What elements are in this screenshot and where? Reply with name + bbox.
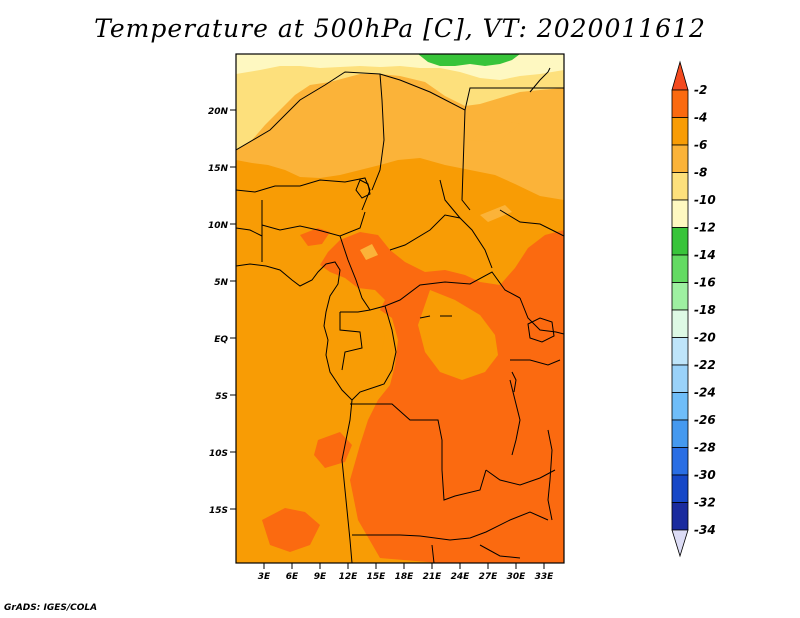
border-sahel [236, 227, 263, 237]
map-title: Temperature at 500hPa [C], VT: 202001161… [94, 14, 706, 43]
border-east [510, 297, 564, 366]
colorbar-label: -2 [694, 83, 707, 97]
coastline-west-africa [236, 261, 353, 563]
lake-chad [355, 179, 371, 199]
colorbar-label: -24 [694, 386, 716, 400]
lon-label-12e: 12E [339, 572, 359, 582]
colorbar-box [671, 254, 689, 283]
lon-labels: 3E 6E 9E 12E 15E 18E 21E 24E 27E 30E 33E [258, 572, 554, 582]
lat-labels: 20N 15N 10N 5N EQ 5S 10S 15S [208, 107, 229, 516]
lon-label-18e: 18E [395, 572, 415, 582]
colorbar-box [671, 227, 689, 256]
border-chad-sudan [464, 87, 564, 111]
colorbar-label: -16 [694, 276, 716, 290]
colorbar-bottom-arrow [671, 529, 689, 558]
colorbar-label: -12 [694, 221, 716, 235]
colorbar-box [671, 117, 689, 146]
region-minus8-streak3 [360, 244, 378, 260]
lat-label-10n: 10N [208, 221, 229, 231]
colorbar-label: -28 [694, 441, 716, 455]
lake-victoria [527, 317, 555, 343]
lon-label-3e: 3E [258, 572, 271, 582]
colorbar-box [671, 144, 689, 173]
lat-label-10s: 10S [209, 449, 228, 459]
border-chad-car [389, 214, 493, 269]
colorbar-label: -34 [694, 523, 716, 537]
border-gabon [339, 312, 363, 371]
colorbar-box [671, 282, 689, 311]
colorbar-box [671, 337, 689, 366]
colorbar [671, 60, 689, 558]
red-sea-coast [529, 67, 551, 93]
border-malawi [547, 429, 553, 521]
colorbar-label: -8 [694, 166, 707, 180]
colorbar-box [671, 364, 689, 393]
region-minus8-streak1 [470, 120, 520, 142]
lat-label-eq: EQ [214, 335, 228, 345]
colorbar-box [671, 172, 689, 201]
colorbar-label: -22 [694, 358, 716, 372]
river-congo [419, 315, 452, 319]
colorbar-label: -26 [694, 413, 716, 427]
lake-kivu [511, 371, 517, 393]
colorbar-label: -30 [694, 468, 716, 482]
colorbar-label: -10 [694, 193, 716, 207]
border-car-drc [369, 271, 521, 311]
border-drc-angola [350, 403, 487, 501]
colorbar-box [671, 474, 689, 503]
temperature-field [236, 54, 564, 563]
lat-label-5n: 5N [214, 278, 228, 288]
region-minus4-southwest [262, 508, 320, 552]
colorbar-box [671, 309, 689, 338]
colorbar-box [671, 419, 689, 448]
lat-label-15s: 15S [209, 506, 228, 516]
lon-label-30e: 30E [507, 572, 527, 582]
border-niger-chad [371, 73, 385, 191]
colorbar-label: -18 [694, 303, 716, 317]
border-cameroon [339, 235, 371, 313]
border-zambia [485, 469, 556, 521]
colorbar-label: -14 [694, 248, 716, 262]
region-minus8-streak2 [480, 205, 512, 222]
lat-label-20n: 20N [208, 107, 229, 117]
lon-ticks [263, 563, 545, 569]
colorbar-box [671, 447, 689, 476]
lat-ticks [230, 109, 236, 510]
colorbar-label: -20 [694, 331, 716, 345]
border-angola-namibia [352, 519, 511, 541]
grads-credit: GrADS: IGES/COLA [4, 603, 98, 613]
lon-label-9e: 9E [314, 572, 327, 582]
lon-label-24e: 24E [451, 572, 471, 582]
colorbar-label: -6 [694, 138, 707, 152]
colorbar-box [671, 89, 689, 118]
lon-label-15e: 15E [367, 572, 387, 582]
colorbar-labels: -2 -4 -6 -8 -10 -12 -14 -16 -18 -20 -22 … [694, 83, 716, 537]
country-borders [236, 67, 564, 563]
colorbar-box [671, 392, 689, 421]
lat-label-5s: 5S [215, 392, 228, 402]
region-minus6-gabon [320, 312, 385, 392]
region-minus6-intrusion [418, 290, 498, 380]
colorbar-label: -4 [694, 111, 707, 125]
map-frame [235, 53, 565, 564]
lon-label-21e: 21E [423, 572, 443, 582]
colorbar-box [671, 502, 689, 531]
lon-label-33e: 33E [535, 572, 555, 582]
border-lake-tanganyika [509, 379, 521, 456]
lon-label-27e: 27E [479, 572, 499, 582]
region-minus4-west [300, 228, 330, 246]
colorbar-box [671, 199, 689, 228]
lat-label-15n: 15N [208, 164, 229, 174]
colorbar-label: -32 [694, 496, 716, 510]
border-south [431, 544, 521, 563]
region-minus14 [418, 54, 520, 66]
border-nigeria [261, 200, 366, 262]
border-congo-drc [351, 305, 397, 401]
border-sudan-south [439, 179, 564, 237]
lon-label-6e: 6E [286, 572, 299, 582]
region-minus4-central [320, 230, 564, 563]
colorbar-top-arrow [671, 60, 689, 91]
